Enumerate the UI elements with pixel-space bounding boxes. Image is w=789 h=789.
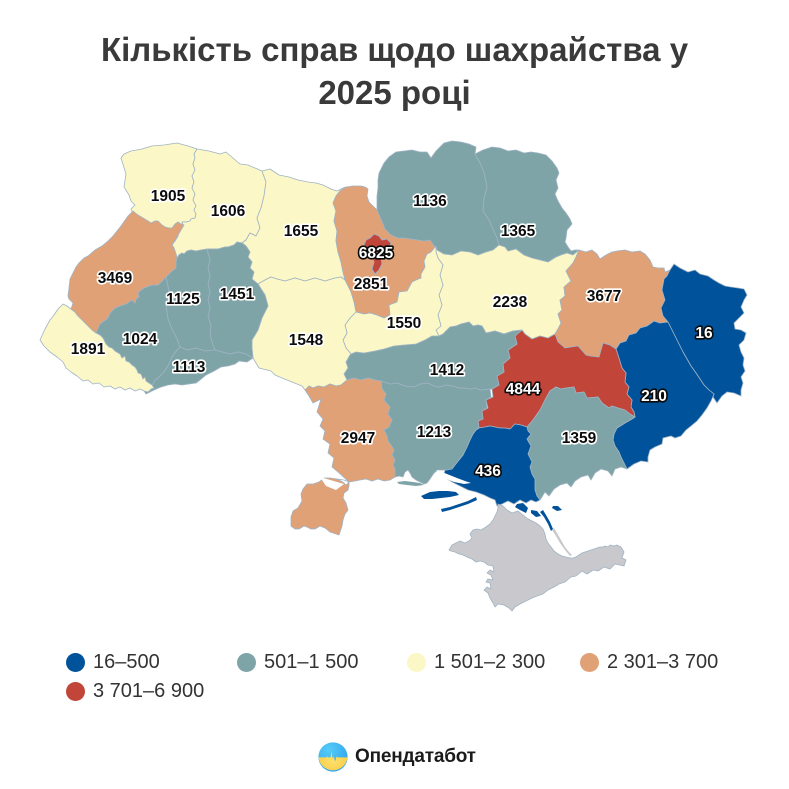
svg-text:436: 436 [475, 463, 501, 480]
svg-text:1412: 1412 [430, 362, 464, 379]
svg-text:1113: 1113 [173, 359, 206, 376]
svg-text:1550: 1550 [387, 315, 421, 332]
svg-text:1213: 1213 [417, 424, 452, 441]
svg-text:210: 210 [641, 388, 667, 405]
svg-text:1136: 1136 [413, 193, 447, 210]
svg-text:1024: 1024 [123, 331, 158, 348]
svg-text:1548: 1548 [289, 332, 324, 349]
svg-text:1905: 1905 [151, 188, 186, 205]
svg-text:1891: 1891 [71, 341, 106, 358]
svg-text:4844: 4844 [506, 381, 541, 398]
svg-text:3469: 3469 [98, 270, 133, 287]
svg-text:1125: 1125 [166, 291, 200, 308]
svg-text:2851: 2851 [354, 276, 389, 293]
svg-text:1451: 1451 [220, 286, 255, 303]
svg-text:2947: 2947 [341, 430, 375, 447]
svg-text:1359: 1359 [562, 430, 597, 447]
svg-text:1655: 1655 [284, 223, 319, 240]
svg-text:3677: 3677 [587, 288, 621, 305]
svg-text:1365: 1365 [501, 223, 536, 240]
svg-text:1606: 1606 [211, 203, 246, 220]
svg-text:6825: 6825 [359, 245, 394, 262]
svg-text:2238: 2238 [493, 294, 528, 311]
svg-text:16: 16 [695, 325, 713, 342]
